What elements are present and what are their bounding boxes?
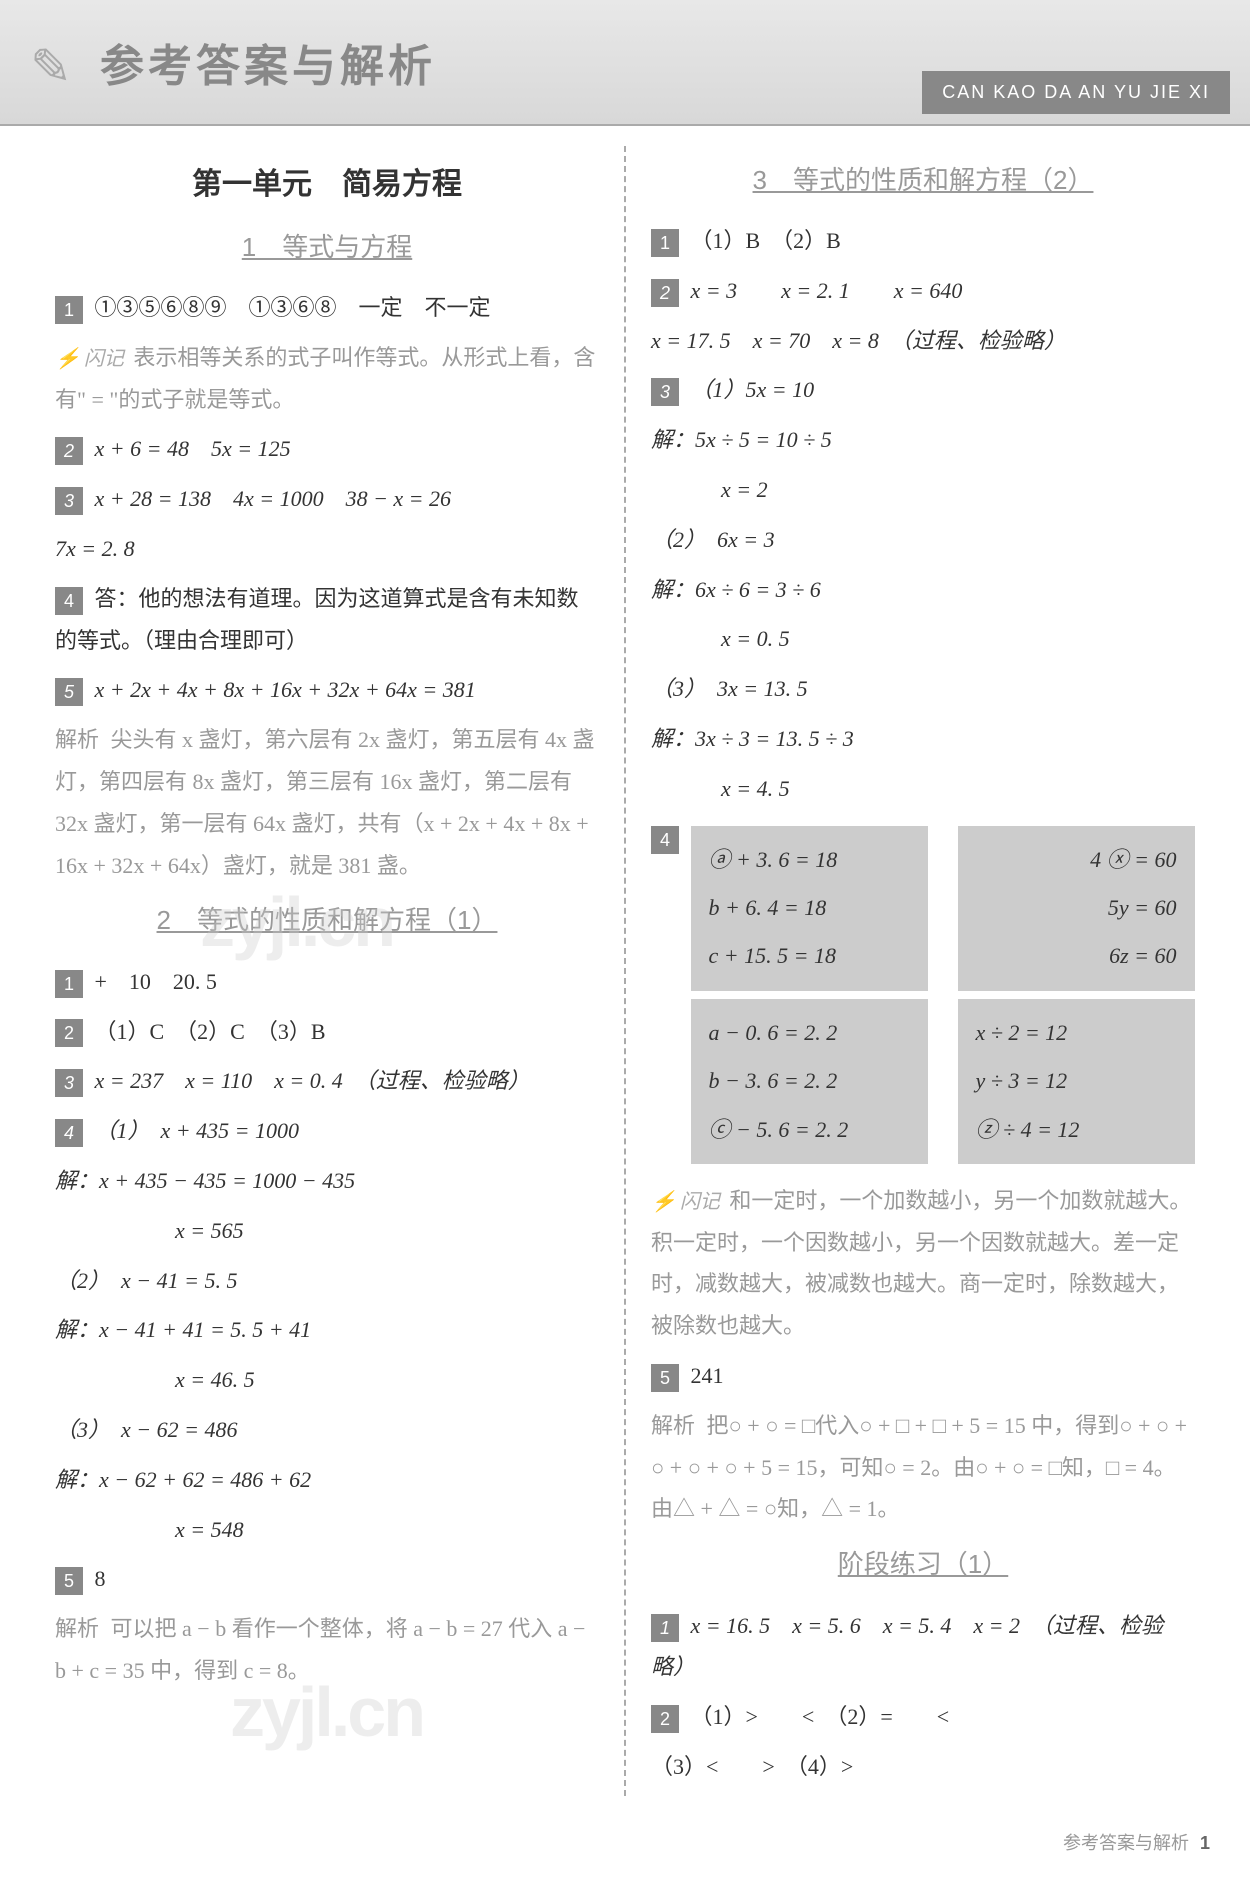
s2-q4-3a: （3） x − 62 = 486 <box>55 1409 599 1451</box>
num-badge: 4 <box>55 587 83 615</box>
section-2-title: 2 等式的性质和解方程（1） <box>55 896 599 945</box>
num-badge: 2 <box>55 1019 83 1047</box>
s3-flash: ⚡闪记 和一定时，一个加数越小，另一个加数就越大。积一定时，一个因数越小，另一个… <box>651 1180 1195 1347</box>
num-badge: 3 <box>55 487 83 515</box>
s3-q3-1c: x = 2 <box>651 469 1195 511</box>
footer-label: 参考答案与解析 <box>1063 1833 1189 1853</box>
num-badge: 1 <box>55 296 83 324</box>
num-badge: 3 <box>651 378 679 406</box>
s3-q4: 4 ⓐ + 3. 6 = 18 b + 6. 4 = 18 c + 15. 5 … <box>651 818 1195 1172</box>
s3-q5: 5 241 <box>651 1355 1195 1397</box>
s4-q2b: （3）< > （4）> <box>651 1746 1195 1788</box>
s1-q4: 4 答：他的想法有道理。因为这道算式是含有未知数的等式。（理由合理即可） <box>55 578 599 662</box>
section-3-title: 3 等式的性质和解方程（2） <box>651 156 1195 205</box>
s2-q4-1c: x = 565 <box>55 1210 599 1252</box>
page: ✎ 参考答案与解析 CAN KAO DA AN YU JIE XI 第一单元 简… <box>0 0 1250 1880</box>
num-badge: 1 <box>651 1614 679 1642</box>
unit-title: 第一单元 简易方程 <box>55 156 599 213</box>
s1-q3b: 7x = 2. 8 <box>55 528 599 570</box>
eq-box: 4 ⓧ = 60 5y = 60 6z = 60 <box>958 826 1195 991</box>
s4-q1: 1 x = 16. 5 x = 5. 6 x = 5. 4 x = 2 （过程、… <box>651 1605 1195 1689</box>
s3-q3-1a: 3 （1）5x = 10 <box>651 369 1195 411</box>
s2-q4-3c: x = 548 <box>55 1509 599 1551</box>
section-4-title: 阶段练习（1） <box>651 1540 1195 1589</box>
num-badge: 4 <box>55 1119 83 1147</box>
page-number: 1 <box>1200 1833 1210 1853</box>
num-badge: 3 <box>55 1069 83 1097</box>
s2-q4-2c: x = 46. 5 <box>55 1359 599 1401</box>
s4-q2a: 2 （1）> < （2）= < <box>651 1696 1195 1738</box>
s3-q3-2a: （2） 6x = 3 <box>651 519 1195 561</box>
eq-table-2: a − 0. 6 = 2. 2 b − 3. 6 = 2. 2 ⓒ − 5. 6… <box>691 999 1195 1164</box>
s2-q5-exp: 解析 可以把 a − b 看作一个整体，将 a − b = 27 代入 a − … <box>55 1608 599 1692</box>
num-badge: 5 <box>55 678 83 706</box>
s3-q3-3b: 解：3x ÷ 3 = 13. 5 ÷ 3 <box>651 718 1195 760</box>
s3-q3-2b: 解：6x ÷ 6 = 3 ÷ 6 <box>651 569 1195 611</box>
left-column: 第一单元 简易方程 1 等式与方程 1 ①③⑤⑥⑧⑨ ①③⑥⑧ 一定 不一定 ⚡… <box>40 146 626 1796</box>
s2-q5: 5 8 <box>55 1558 599 1600</box>
s3-q3-3a: （3） 3x = 13. 5 <box>651 668 1195 710</box>
right-column: 3 等式的性质和解方程（2） 1 （1）B （2）B 2 x = 3 x = 2… <box>626 146 1210 1796</box>
flash-icon: ⚡ <box>651 1183 676 1221</box>
eq-table-1: ⓐ + 3. 6 = 18 b + 6. 4 = 18 c + 15. 5 = … <box>691 826 1195 991</box>
num-badge: 1 <box>55 970 83 998</box>
s2-q4-2a: （2） x − 41 = 5. 5 <box>55 1260 599 1302</box>
section-1-title: 1 等式与方程 <box>55 223 599 272</box>
s3-q3-3c: x = 4. 5 <box>651 768 1195 810</box>
s1-q3: 3 x + 28 = 138 4x = 1000 38 − x = 26 <box>55 478 599 520</box>
eq-box: a − 0. 6 = 2. 2 b − 3. 6 = 2. 2 ⓒ − 5. 6… <box>691 999 928 1164</box>
page-footer: 参考答案与解析 1 <box>0 1826 1250 1880</box>
s2-q3: 3 x = 237 x = 110 x = 0. 4 （过程、检验略） <box>55 1060 599 1102</box>
eq-box: ⓐ + 3. 6 = 18 b + 6. 4 = 18 c + 15. 5 = … <box>691 826 928 991</box>
s1-q2: 2 x + 6 = 48 5x = 125 <box>55 428 599 470</box>
page-header: ✎ 参考答案与解析 CAN KAO DA AN YU JIE XI <box>0 0 1250 126</box>
num-badge: 5 <box>55 1567 83 1595</box>
s3-q3-1b: 解：5x ÷ 5 = 10 ÷ 5 <box>651 419 1195 461</box>
content: 第一单元 简易方程 1 等式与方程 1 ①③⑤⑥⑧⑨ ①③⑥⑧ 一定 不一定 ⚡… <box>0 126 1250 1826</box>
header-title: 参考答案与解析 <box>100 25 436 109</box>
s2-q1: 1 + 10 20. 5 <box>55 961 599 1003</box>
s1-q5: 5 x + 2x + 4x + 8x + 16x + 32x + 64x = 3… <box>55 669 599 711</box>
s2-q2: 2 （1）C （2）C （3）B <box>55 1011 599 1053</box>
s1-q1: 1 ①③⑤⑥⑧⑨ ①③⑥⑧ 一定 不一定 <box>55 287 599 329</box>
s3-q2b: x = 17. 5 x = 70 x = 8 （过程、检验略） <box>651 320 1195 362</box>
s2-q4-1b: 解：x + 435 − 435 = 1000 − 435 <box>55 1160 599 1202</box>
s2-q4-3b: 解：x − 62 + 62 = 486 + 62 <box>55 1459 599 1501</box>
flash-icon: ⚡ <box>55 340 80 378</box>
s3-q2a: 2 x = 3 x = 2. 1 x = 640 <box>651 270 1195 312</box>
num-badge: 2 <box>55 437 83 465</box>
s2-q4-2b: 解：x − 41 + 41 = 5. 5 + 41 <box>55 1309 599 1351</box>
num-badge: 1 <box>651 229 679 257</box>
s3-q3-2c: x = 0. 5 <box>651 618 1195 660</box>
mascot-icon: ✎ <box>30 20 72 115</box>
s1-flash: ⚡闪记 表示相等关系的式子叫作等式。从形式上看，含有" = "的式子就是等式。 <box>55 337 599 421</box>
eq-box: x ÷ 2 = 12 y ÷ 3 = 12 ⓩ ÷ 4 = 12 <box>958 999 1195 1164</box>
header-pinyin: CAN KAO DA AN YU JIE XI <box>922 71 1230 113</box>
s1-q5-exp: 解析 尖头有 x 盏灯，第六层有 2x 盏灯，第五层有 4x 盏灯，第四层有 8… <box>55 719 599 886</box>
s3-q1: 1 （1）B （2）B <box>651 220 1195 262</box>
num-badge: 5 <box>651 1364 679 1392</box>
s2-q4-1a: 4 （1） x + 435 = 1000 <box>55 1110 599 1152</box>
num-badge: 4 <box>651 826 679 854</box>
s3-q5-exp: 解析 把○ + ○ = □代入○ + □ + □ + 5 = 15 中，得到○ … <box>651 1405 1195 1530</box>
num-badge: 2 <box>651 279 679 307</box>
num-badge: 2 <box>651 1705 679 1733</box>
